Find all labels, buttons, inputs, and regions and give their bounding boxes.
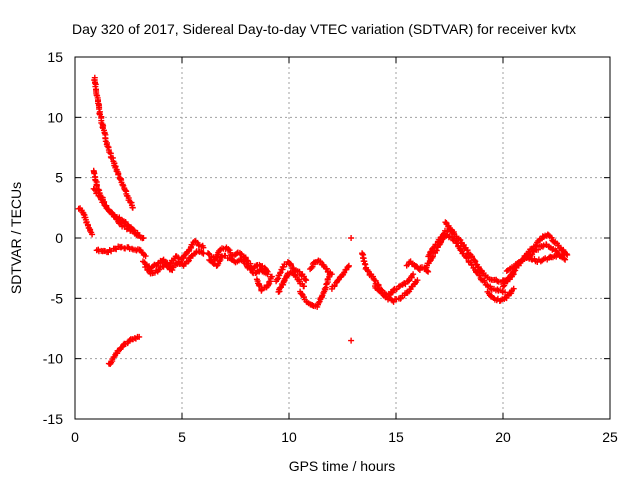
tick-labels: 0 5 10 15 20 25 15 10 5 0 -5 -10 -15	[43, 49, 618, 445]
data-point	[309, 302, 316, 309]
y-tick-label: 0	[55, 230, 63, 246]
data-point	[93, 183, 100, 190]
data-point	[328, 271, 335, 278]
data-point	[561, 255, 568, 262]
x-tick-label: 15	[388, 429, 404, 445]
y-tick-label: -15	[43, 411, 63, 427]
y-tick-label: -5	[51, 290, 64, 306]
y-tick-label: -10	[43, 351, 63, 367]
data-point	[129, 245, 135, 252]
data-point	[502, 289, 509, 296]
data-point	[410, 271, 417, 278]
data-point	[113, 215, 120, 222]
data-point	[301, 283, 307, 290]
data-point	[185, 258, 192, 265]
data-point	[200, 244, 207, 251]
data-point	[205, 250, 211, 257]
data-point	[92, 177, 99, 184]
data-point	[383, 293, 389, 300]
data-point	[348, 235, 355, 241]
data-point	[140, 235, 147, 241]
data-point	[268, 273, 275, 280]
data-point	[199, 249, 206, 256]
data-point	[315, 299, 322, 306]
data-point	[89, 231, 96, 238]
data-point	[348, 337, 355, 344]
x-tick-label: 25	[602, 429, 618, 445]
data-point	[475, 263, 482, 270]
data-point	[256, 283, 263, 289]
data-point	[92, 187, 99, 193]
data-point	[276, 285, 283, 291]
x-tick-label: 20	[495, 429, 511, 445]
y-tick-label: 15	[47, 49, 63, 65]
data-point	[450, 229, 457, 235]
data-point	[465, 255, 471, 262]
data-point	[136, 333, 143, 340]
y-axis-label: SDTVAR / TECUs	[8, 182, 24, 294]
data-point	[539, 243, 546, 250]
data-point	[142, 253, 149, 260]
data-point	[334, 277, 341, 284]
data-point	[559, 251, 566, 258]
data-point	[535, 246, 542, 253]
data-point	[345, 262, 352, 269]
x-tick-label: 10	[281, 429, 297, 445]
data-point	[117, 219, 124, 226]
data-point	[401, 280, 408, 287]
data-point	[433, 247, 440, 254]
chart-title: Day 320 of 2017, Sidereal Day-to-day VTE…	[72, 21, 576, 37]
data-point	[464, 247, 471, 254]
data-point	[266, 279, 272, 286]
x-tick-label: 5	[178, 429, 186, 445]
x-axis-label: GPS time / hours	[289, 458, 396, 474]
data-point	[129, 204, 136, 211]
data-point	[303, 277, 310, 284]
data-point	[468, 261, 475, 268]
data-point	[510, 285, 517, 292]
y-tick-label: 10	[47, 109, 63, 125]
data-point	[414, 277, 421, 284]
data-point	[481, 278, 488, 285]
data-point	[115, 171, 122, 178]
data-point	[264, 271, 271, 278]
data-series	[75, 74, 571, 367]
y-tick-label: 5	[55, 170, 63, 186]
plot-frame	[74, 56, 611, 420]
grid-lines	[75, 57, 610, 419]
data-point	[484, 282, 491, 289]
x-tick-label: 0	[71, 429, 79, 445]
data-point	[562, 256, 569, 263]
